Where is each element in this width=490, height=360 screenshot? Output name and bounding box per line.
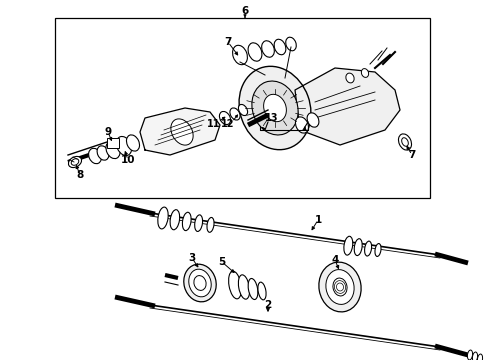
- Ellipse shape: [189, 269, 211, 297]
- Polygon shape: [107, 138, 119, 148]
- Ellipse shape: [375, 244, 381, 256]
- Ellipse shape: [258, 282, 266, 300]
- Ellipse shape: [207, 217, 214, 232]
- Ellipse shape: [170, 210, 180, 230]
- Text: 1: 1: [315, 215, 321, 225]
- Ellipse shape: [286, 37, 296, 51]
- Ellipse shape: [239, 66, 311, 150]
- Text: 2: 2: [265, 300, 271, 310]
- Ellipse shape: [248, 43, 262, 61]
- Ellipse shape: [184, 264, 216, 302]
- Polygon shape: [295, 68, 400, 145]
- Ellipse shape: [171, 119, 193, 145]
- Ellipse shape: [182, 212, 191, 231]
- Ellipse shape: [233, 45, 247, 65]
- Ellipse shape: [346, 73, 354, 83]
- Polygon shape: [140, 108, 220, 155]
- Ellipse shape: [264, 94, 286, 122]
- Ellipse shape: [402, 138, 408, 146]
- Ellipse shape: [194, 276, 206, 291]
- Ellipse shape: [472, 352, 478, 360]
- Ellipse shape: [326, 270, 354, 305]
- Ellipse shape: [239, 104, 247, 116]
- Ellipse shape: [477, 354, 483, 360]
- Ellipse shape: [252, 81, 298, 135]
- Ellipse shape: [238, 275, 249, 299]
- Bar: [55, 18, 430, 198]
- Ellipse shape: [365, 241, 371, 256]
- Ellipse shape: [220, 112, 231, 125]
- Text: 4: 4: [331, 255, 339, 265]
- Ellipse shape: [333, 278, 347, 296]
- Ellipse shape: [195, 215, 202, 231]
- Ellipse shape: [398, 134, 412, 150]
- Text: 7: 7: [408, 150, 416, 160]
- Ellipse shape: [248, 279, 258, 300]
- Text: 8: 8: [76, 170, 84, 180]
- Text: 7: 7: [224, 37, 232, 47]
- Text: 3: 3: [188, 253, 196, 263]
- Ellipse shape: [69, 157, 81, 167]
- Ellipse shape: [106, 141, 120, 159]
- Text: 12: 12: [221, 119, 235, 129]
- Text: 6: 6: [242, 6, 248, 16]
- Ellipse shape: [117, 136, 132, 156]
- Text: 9: 9: [104, 127, 112, 137]
- Ellipse shape: [89, 148, 101, 164]
- Ellipse shape: [354, 239, 362, 256]
- Ellipse shape: [230, 108, 240, 120]
- Ellipse shape: [262, 41, 274, 57]
- Text: 5: 5: [219, 257, 225, 267]
- Ellipse shape: [71, 159, 79, 165]
- Ellipse shape: [467, 350, 472, 360]
- Text: 11: 11: [207, 119, 221, 129]
- Ellipse shape: [229, 271, 242, 299]
- Ellipse shape: [361, 69, 368, 77]
- Ellipse shape: [97, 146, 109, 160]
- Ellipse shape: [344, 236, 353, 255]
- Ellipse shape: [295, 117, 309, 133]
- Text: 13: 13: [265, 113, 279, 123]
- Ellipse shape: [158, 207, 168, 229]
- Ellipse shape: [319, 262, 361, 312]
- Ellipse shape: [126, 135, 140, 151]
- Text: 10: 10: [121, 155, 135, 165]
- Ellipse shape: [274, 39, 286, 55]
- Ellipse shape: [307, 113, 319, 127]
